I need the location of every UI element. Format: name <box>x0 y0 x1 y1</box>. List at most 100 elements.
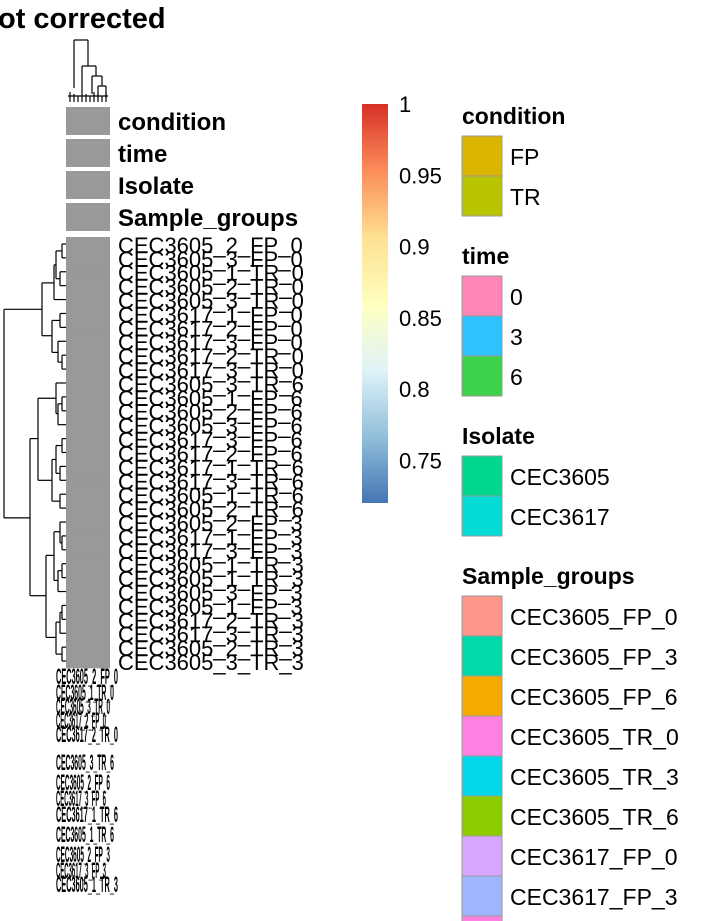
legend-label: 6 <box>510 364 523 390</box>
colorbar-tick-label: 0.9 <box>399 235 430 260</box>
row-labels: CEC3605_2_FP_0CEC3605_3_FP_0CEC3605_1_TR… <box>118 233 304 675</box>
column-label: CEC3617_3_FP_6 <box>56 786 106 811</box>
row-label: CEC3605_2_FP_3 <box>118 511 303 536</box>
heatmap-row-cell <box>66 612 110 627</box>
heatmap-row-cell <box>66 598 110 613</box>
legend-label: CEC3605_FP_0 <box>510 604 678 630</box>
row-label: CEC3617_3_TR_0 <box>118 358 304 383</box>
legend-swatch <box>461 715 503 757</box>
column-label: CEC3617_3_FP_3 <box>56 858 106 883</box>
colorbar-tick-label: 0.85 <box>399 306 442 331</box>
chart-title: ot corrected <box>0 3 166 35</box>
legend-swatch <box>461 595 503 637</box>
row-label: CEC3617_3_FP_6 <box>118 428 303 453</box>
row-label: CEC3605_3_FP_6 <box>118 414 303 439</box>
legend-swatch <box>461 835 503 877</box>
legend-swatch <box>461 355 503 397</box>
row-label: CEC3617_2_FP_6 <box>118 441 303 466</box>
colorbar-tick-label: 0.8 <box>399 377 430 402</box>
row-label: CEC3605_1_FP_3 <box>118 594 303 619</box>
heatmap-row-cell <box>66 515 110 530</box>
heatmap-row-cell <box>66 556 110 571</box>
heatmap-row-cell <box>66 431 110 446</box>
row-label: CEC3617_2_TR_0 <box>118 344 304 369</box>
legend-title: time <box>462 243 509 269</box>
heatmap-row-cell <box>66 473 110 488</box>
legend-label: CEC3605_TR_0 <box>510 724 679 750</box>
column-label: CEC3605_2_FP_0 <box>56 664 118 689</box>
row-label: CEC3605_1_TR_6 <box>118 483 304 508</box>
heatmap-row-cell <box>66 626 110 641</box>
row-label: CEC3605_1_FP_6 <box>118 386 303 411</box>
column-label: CEC3605_2_FP_6 <box>56 770 110 795</box>
row-label: CEC3605_2_FP_0 <box>118 233 303 258</box>
heatmap-row-cell <box>66 445 110 460</box>
heatmap-row-cell <box>66 250 110 266</box>
annotation-track-time <box>66 139 110 167</box>
legend-swatch <box>461 675 503 717</box>
column-label: CEC3605_3_TR_0 <box>56 694 110 719</box>
heatmap-row-cell <box>66 334 110 349</box>
colorbar-legend: 1 0.95 0.9 0.85 0.8 0.75 <box>362 92 442 503</box>
legend-label: CEC3605_FP_6 <box>510 684 678 710</box>
column-label: CEC3605_1_TR_0 <box>56 680 114 705</box>
legend-title: condition <box>462 103 565 129</box>
row-label: CEC3605_3_TR_3 <box>118 650 304 675</box>
legend-swatch <box>461 875 503 917</box>
column-label: CEC3617_2_FP_0 <box>56 708 106 733</box>
annotation-track-condition <box>66 107 110 135</box>
annotation-track-sample-groups <box>66 203 110 231</box>
annotation-track-isolate <box>66 171 110 199</box>
legend-label: CEC3617_FP_0 <box>510 844 678 870</box>
colorbar-tick-label: 0.95 <box>399 163 442 188</box>
legend-label: CEC3605_TR_3 <box>510 764 679 790</box>
heatmap-row-cell <box>66 542 110 558</box>
heatmap-cells <box>66 237 110 669</box>
row-label: CEC3617_2_FP_0 <box>118 316 303 341</box>
legend-swatch <box>461 455 503 497</box>
heatmap-row-cell <box>66 264 110 280</box>
row-label: CEC3605_3_TR_0 <box>118 289 304 314</box>
legend-label: CEC3617_FP_3 <box>510 884 678 910</box>
legend-swatch <box>461 495 503 537</box>
row-label: CEC3617_1_FP_0 <box>118 302 303 327</box>
row-label: CEC3605_1_TR_0 <box>118 261 304 286</box>
annotation-label: Sample_groups <box>118 205 298 232</box>
heatmap-row-cell <box>66 528 110 544</box>
row-label: CEC3617_1_TR_6 <box>118 455 304 480</box>
colorbar-tick-label: 0.75 <box>399 448 442 473</box>
row-label: CEC3605_2_TR_0 <box>118 275 304 300</box>
heatmap-row-cell <box>66 501 110 516</box>
colorbar-gradient <box>362 104 388 503</box>
row-label: CEC3617_3_TR_6 <box>118 469 304 494</box>
annotation-tracks: condition time Isolate Sample_groups <box>66 107 298 232</box>
column-label: CEC3617_2_TR_0 <box>56 722 118 747</box>
heatmap-row-cell <box>66 459 110 474</box>
heatmap-row-cell <box>66 417 110 432</box>
legend-swatch <box>461 315 503 357</box>
legend-title: Isolate <box>462 423 535 449</box>
row-label: CEC3605_2_TR_6 <box>118 497 304 522</box>
column-label: CEC3605_3_TR_6 <box>56 750 114 775</box>
legend-swatch <box>461 175 503 217</box>
row-label: CEC3617_1_FP_3 <box>118 525 303 550</box>
heatmap-row-cell <box>66 376 110 391</box>
heatmap-row-cell <box>66 389 110 405</box>
row-label: CEC3617_3_FP_3 <box>118 539 303 564</box>
heatmap-row-cell <box>66 362 110 377</box>
row-label: CEC3617_3_FP_0 <box>118 330 303 355</box>
legend-label: 3 <box>510 324 523 350</box>
heatmap-row-cell <box>66 640 110 655</box>
legend-label: CEC3605_FP_3 <box>510 644 678 670</box>
row-label: CEC3605_2_TR_3 <box>118 636 304 661</box>
row-label: CEC3617_3_TR_3 <box>118 622 304 647</box>
annotation-label: Isolate <box>118 173 194 200</box>
column-dendrogram <box>68 39 108 102</box>
annotation-label: time <box>118 141 167 168</box>
row-label: CEC3605_1_TR_3 <box>118 567 304 592</box>
column-label: CEC3617_1_TR_6 <box>56 802 118 827</box>
row-label: CEC3605_2_FP_6 <box>118 400 303 425</box>
heatmap-row-cell <box>66 237 110 252</box>
heatmap-row-cell <box>66 348 110 363</box>
